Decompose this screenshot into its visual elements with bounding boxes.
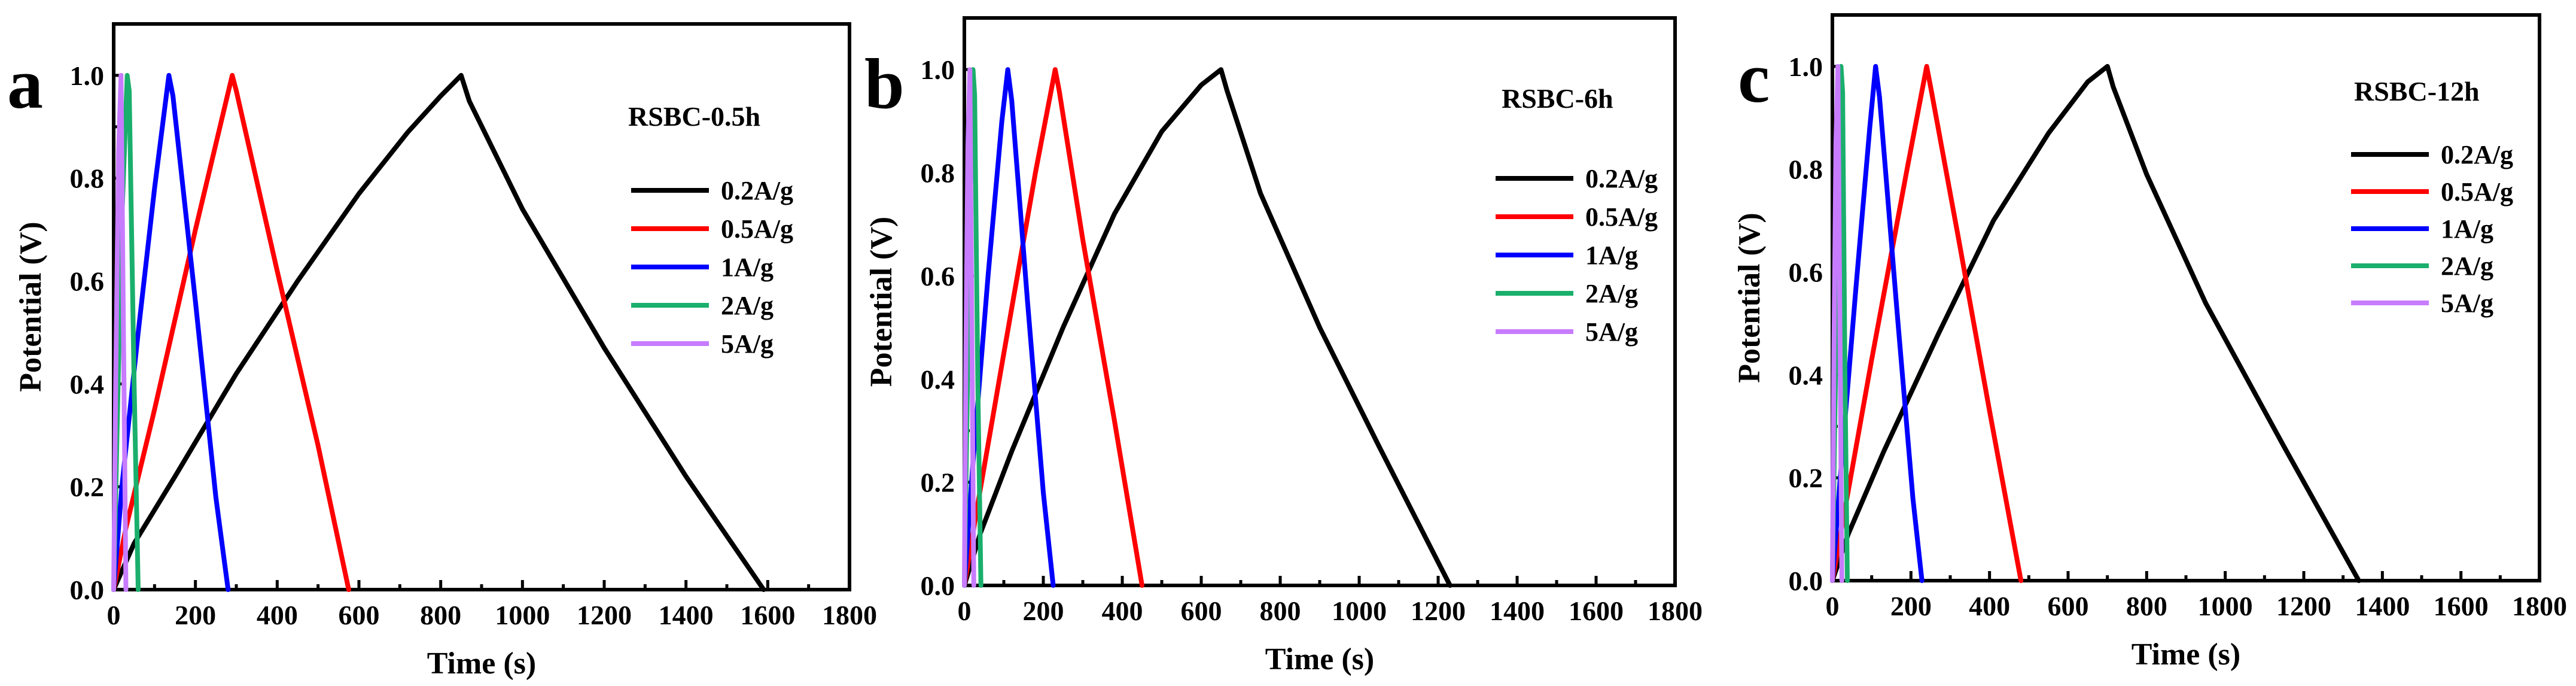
series-line-0.5a-per-g — [1830, 63, 2024, 583]
x-tick-label: 1400 — [659, 600, 714, 630]
legend-label: 0.2A/g — [721, 176, 793, 205]
x-tick-label: 400 — [257, 600, 298, 630]
x-tick-label: 1800 — [1648, 596, 1703, 626]
legend-label: 2A/g — [1585, 279, 1638, 308]
legend-label: 1A/g — [721, 253, 774, 282]
y-tick-label: 0.2 — [70, 472, 105, 502]
sample-label: RSBC-0.5h — [628, 101, 760, 132]
series-line-5a-per-g — [111, 72, 129, 592]
panel-c: 0 200 400 600 800 1000 1200 1400 1600 1800 0.0 0.2 0… — [1732, 13, 2567, 672]
panel-a: 0 200 400 600 800 1000 1200 1400 1600 1800 0.0 0.2 0… — [7, 22, 877, 681]
sample-label: RSBC-12h — [2354, 76, 2480, 107]
x-axis-title: Time (s) — [1265, 642, 1374, 676]
y-tick-label: 1.0 — [70, 60, 105, 91]
x-tick-label: 200 — [175, 600, 216, 630]
y-tick-label: 0.8 — [921, 158, 955, 189]
legend-label: 5A/g — [2441, 289, 2493, 318]
x-tick-label: 0 — [958, 596, 972, 626]
legend-label: 5A/g — [721, 329, 774, 359]
y-tick-label: 1.0 — [921, 54, 955, 85]
y-axis-title: Potential (V) — [1732, 213, 1767, 383]
x-tick-label: 1000 — [2198, 591, 2253, 621]
y-tick-label: 0.4 — [921, 364, 955, 394]
x-tick-label: 800 — [420, 600, 461, 630]
legend-label: 2A/g — [2441, 251, 2493, 281]
x-tick-label: 200 — [1890, 591, 1932, 621]
x-tick-label: 400 — [1969, 591, 2010, 621]
legend-label: 0.5A/g — [721, 214, 793, 244]
panel-letter: a — [7, 44, 43, 123]
series-line-0.2a-per-g — [111, 72, 766, 592]
x-tick-label: 600 — [1181, 596, 1222, 626]
x-tick-label: 1200 — [2276, 591, 2331, 621]
y-tick-label: 0.6 — [1789, 257, 1823, 288]
x-tick-label: 1800 — [822, 600, 877, 630]
x-tick-label: 800 — [2126, 591, 2167, 621]
x-tick-label: 1000 — [1332, 596, 1387, 626]
x-tick-label: 1400 — [2355, 591, 2410, 621]
sample-label: RSBC-6h — [1502, 83, 1613, 114]
legend-label: 1A/g — [2441, 214, 2493, 244]
x-tick-label: 1800 — [2512, 591, 2567, 621]
x-tick-label: 1200 — [577, 600, 632, 630]
x-tick-label: 1200 — [1411, 596, 1466, 626]
y-tick-label: 0.8 — [70, 163, 105, 194]
panel-b: 0 200 400 600 800 1000 1200 1400 1600 1800 0.0 0.2 0… — [864, 16, 1703, 676]
panel-letter: c — [1738, 38, 1770, 117]
x-tick-label: 1400 — [1490, 596, 1545, 626]
legend-label: 5A/g — [1585, 317, 1638, 347]
legend-label: 0.5A/g — [2441, 177, 2513, 207]
legend-label: 2A/g — [721, 291, 774, 320]
x-axis-title: Time (s) — [2132, 638, 2240, 672]
y-tick-label: 1.0 — [1789, 51, 1823, 82]
series-line-5a-per-g — [1830, 63, 1844, 583]
x-tick-label: 1600 — [2434, 591, 2489, 621]
series-line-0.2a-per-g — [1830, 63, 2361, 583]
y-tick-label: 0.0 — [921, 570, 955, 601]
y-axis-title: Potential (V) — [14, 221, 48, 391]
y-tick-label: 0.4 — [1789, 360, 1823, 390]
x-tick-label: 400 — [1102, 596, 1143, 626]
y-tick-label: 0.2 — [921, 468, 955, 498]
x-axis-title: Time (s) — [427, 646, 536, 681]
y-tick-label: 0.4 — [70, 369, 105, 399]
y-tick-label: 0.0 — [1789, 566, 1823, 596]
y-tick-label: 0.0 — [70, 575, 105, 605]
x-tick-label: 1000 — [495, 600, 550, 630]
series-line-0.2a-per-g — [962, 67, 1453, 588]
x-tick-label: 0 — [107, 600, 121, 630]
y-axis-title: Potential (V) — [864, 217, 899, 387]
series-line-1a-per-g — [111, 72, 231, 592]
x-tick-label: 200 — [1023, 596, 1064, 626]
x-tick-label: 600 — [2048, 591, 2089, 621]
x-tick-label: 0 — [1826, 591, 1840, 621]
y-tick-label: 0.6 — [70, 266, 105, 297]
legend-label: 1A/g — [1585, 241, 1638, 270]
x-tick-label: 1600 — [740, 600, 795, 630]
y-tick-label: 0.2 — [1789, 463, 1823, 493]
x-tick-label: 800 — [1260, 596, 1301, 626]
x-tick-label: 1600 — [1569, 596, 1624, 626]
legend-label: 0.2A/g — [1585, 164, 1658, 193]
panel-letter: b — [864, 44, 905, 123]
series-line-0.5a-per-g — [962, 67, 1144, 588]
legend-label: 0.2A/g — [2441, 140, 2513, 169]
x-tick-label: 600 — [339, 600, 380, 630]
legend-label: 0.5A/g — [1585, 202, 1658, 232]
y-tick-label: 0.6 — [921, 261, 955, 292]
y-tick-label: 0.8 — [1789, 154, 1823, 185]
series-line-5a-per-g — [962, 67, 976, 588]
series-line-0.5a-per-g — [111, 72, 351, 592]
